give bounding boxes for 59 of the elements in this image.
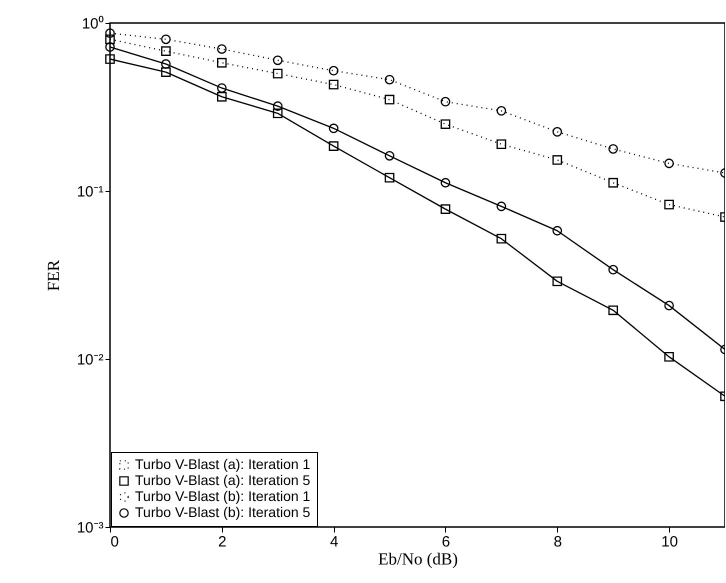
x-tick-label: 8 (554, 534, 562, 550)
point (328, 80, 338, 90)
point (664, 200, 674, 210)
point (272, 108, 283, 118)
point (384, 172, 394, 183)
point (664, 158, 674, 168)
point (552, 155, 562, 165)
point (440, 119, 450, 129)
x-tick-label: 6 (442, 534, 450, 550)
x-tick-label: 0 (110, 534, 119, 550)
point (272, 101, 283, 111)
point (496, 202, 506, 212)
y-tick-label: 10⁻³ (76, 520, 104, 536)
point (216, 92, 227, 102)
point (440, 204, 450, 214)
y-axis-title: FER (44, 259, 63, 292)
point (664, 300, 674, 310)
point (272, 68, 283, 78)
point (161, 59, 171, 69)
point (384, 74, 394, 84)
x-tick-label: 2 (218, 534, 226, 550)
point (608, 264, 618, 275)
point (161, 67, 171, 77)
point (440, 178, 450, 188)
x-tick-label: 4 (330, 534, 338, 550)
legend-label: Turbo V-Blast (a): Iteration 5 (135, 472, 311, 488)
point (105, 54, 115, 64)
x-tick-label: 10 (661, 534, 678, 550)
point (105, 34, 115, 44)
point (161, 34, 171, 44)
legend-label: Turbo V-Blast (a): Iteration 1 (135, 456, 311, 472)
point (216, 44, 227, 54)
point (496, 234, 506, 244)
point (664, 352, 674, 362)
point (608, 305, 618, 316)
point (328, 141, 338, 151)
point (272, 55, 283, 66)
point (216, 83, 227, 93)
point (496, 106, 506, 116)
y-tick-label: 10⁻² (76, 352, 104, 368)
point (328, 66, 338, 76)
point (608, 144, 618, 154)
point (328, 124, 338, 134)
point (552, 127, 562, 137)
x-axis-title: Eb/No (dB) (378, 550, 458, 568)
legend-label: Turbo V-Blast (b): Iteration 5 (135, 504, 311, 520)
y-tick-label: 10⁰ (82, 16, 104, 32)
point (384, 94, 394, 104)
point (161, 46, 171, 56)
point (105, 28, 115, 38)
legend-label: Turbo V-Blast (b): Iteration 1 (135, 488, 311, 504)
point (552, 276, 562, 286)
point (608, 178, 618, 188)
point (440, 96, 450, 107)
point (384, 150, 394, 161)
point (216, 58, 227, 68)
y-tick-label: 10⁻¹ (76, 184, 104, 200)
point (496, 139, 506, 150)
point (552, 226, 562, 236)
